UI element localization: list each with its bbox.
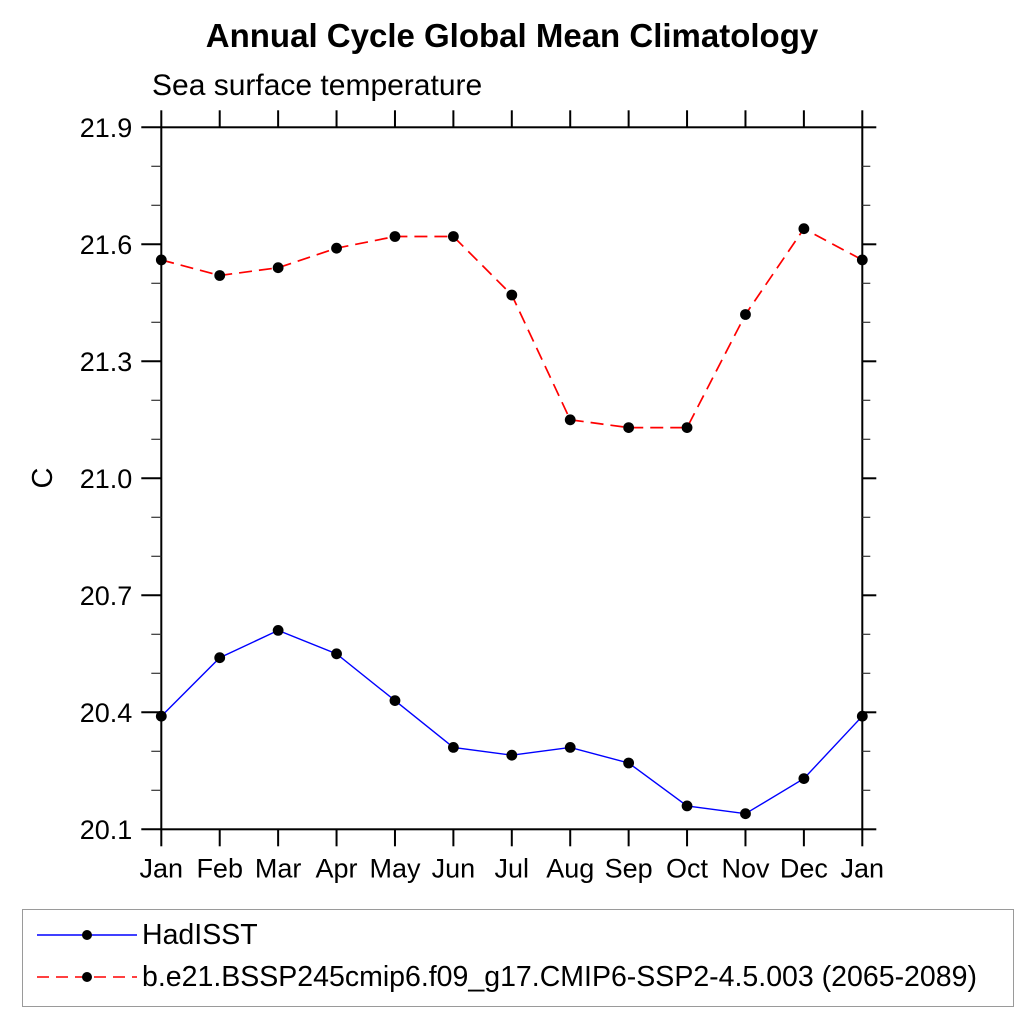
x-tick-label: Apr bbox=[316, 853, 358, 883]
legend-item-cmip6-ssp245: b.e21.BSSP245cmip6.f09_g17.CMIP6-SSP2-4.… bbox=[35, 956, 977, 998]
data-point-marker bbox=[623, 422, 635, 433]
x-tick-label: Jan bbox=[841, 853, 885, 883]
x-tick-label: Jan bbox=[140, 853, 184, 883]
data-point-marker bbox=[389, 695, 401, 706]
x-tick-label: May bbox=[369, 853, 421, 883]
series-line-0 bbox=[160, 629, 863, 815]
data-point-marker bbox=[447, 742, 459, 753]
legend-marker-solid-line-dot-icon bbox=[37, 930, 137, 940]
series-line-1 bbox=[161, 227, 863, 429]
x-tick-label: Sep bbox=[605, 853, 653, 883]
data-point-marker bbox=[856, 254, 868, 266]
data-point-marker bbox=[740, 309, 751, 320]
data-point-marker bbox=[447, 231, 459, 242]
y-tick-label: 21.6 bbox=[80, 230, 133, 260]
data-point-marker bbox=[681, 422, 693, 433]
y-tick-label: 20.7 bbox=[80, 581, 133, 611]
data-point-marker bbox=[506, 289, 518, 301]
x-tick-label: Feb bbox=[196, 853, 243, 883]
legend-marker-dashed-line-dot-icon bbox=[37, 972, 137, 982]
chart-title: Annual Cycle Global Mean Climatology bbox=[205, 17, 819, 54]
y-tick-label: 20.1 bbox=[80, 815, 133, 845]
data-point-marker bbox=[856, 710, 868, 722]
x-tick-label: Nov bbox=[721, 853, 770, 883]
legend-item-hadisst: HadISST bbox=[35, 914, 258, 956]
x-tick-label: Jun bbox=[432, 853, 476, 883]
chart-subtitle: Sea surface temperature bbox=[152, 69, 483, 102]
data-point-marker bbox=[389, 231, 401, 242]
data-point-marker bbox=[623, 757, 635, 769]
data-point-marker bbox=[564, 742, 576, 753]
data-point-marker bbox=[331, 648, 342, 660]
data-point-marker bbox=[331, 242, 342, 254]
x-tick-label: Dec bbox=[780, 853, 828, 883]
legend-box: HadISST b.e21.BSSP245cmip6.f09_g17.CMIP6… bbox=[22, 909, 1014, 1007]
y-tick-label: 21.9 bbox=[80, 113, 133, 143]
data-point-marker bbox=[214, 652, 226, 664]
data-point-marker bbox=[798, 773, 810, 784]
data-point-marker bbox=[155, 710, 167, 722]
y-tick-label: 20.4 bbox=[80, 698, 133, 728]
legend-label-hadisst: HadISST bbox=[142, 918, 258, 951]
data-point-marker bbox=[272, 262, 284, 274]
x-tick-label: Oct bbox=[666, 853, 709, 883]
x-tick-label: Aug bbox=[546, 853, 594, 883]
data-point-marker bbox=[272, 625, 284, 636]
legend-label-cmip6-ssp245: b.e21.BSSP245cmip6.f09_g17.CMIP6-SSP2-4.… bbox=[142, 960, 977, 993]
plot-frame bbox=[160, 126, 864, 831]
x-tick-label: Jul bbox=[495, 853, 530, 883]
data-point-marker bbox=[214, 270, 226, 281]
y-tick-label: 21.3 bbox=[80, 347, 133, 377]
data-point-marker bbox=[564, 414, 576, 426]
data-point-marker bbox=[155, 254, 167, 266]
data-point-marker bbox=[740, 808, 751, 820]
x-tick-label: Mar bbox=[255, 853, 302, 883]
data-point-marker bbox=[798, 223, 810, 235]
data-point-marker bbox=[506, 749, 518, 761]
data-point-marker bbox=[681, 800, 693, 812]
y-tick-label: 21.0 bbox=[80, 464, 133, 494]
